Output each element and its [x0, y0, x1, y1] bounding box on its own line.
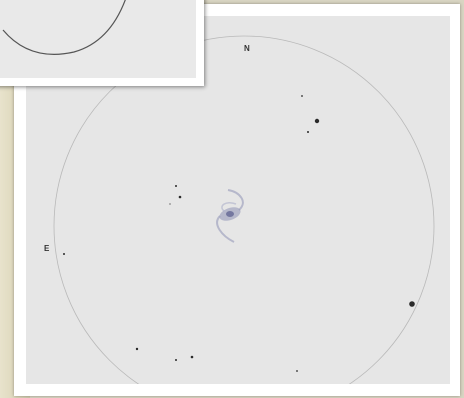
star	[307, 131, 309, 133]
sketch-drawing	[53, 35, 435, 384]
star	[314, 118, 320, 124]
north-label: N	[244, 44, 250, 53]
previous-sketch-drawing	[2, 0, 126, 55]
eyepiece-field-circle	[53, 35, 435, 384]
star	[169, 203, 171, 205]
star	[409, 301, 415, 307]
sketch-card-previous	[0, 0, 204, 86]
star	[63, 253, 65, 255]
east-label: E	[44, 244, 50, 253]
star	[296, 370, 298, 372]
star	[175, 185, 177, 187]
star-field	[63, 95, 415, 372]
star	[135, 347, 139, 351]
field-circle-arc	[2, 0, 126, 55]
star	[178, 195, 182, 199]
spiral-galaxy	[216, 189, 244, 243]
star	[301, 95, 303, 97]
sketch-paper-previous	[0, 0, 196, 78]
star	[175, 359, 177, 361]
star	[190, 355, 194, 359]
